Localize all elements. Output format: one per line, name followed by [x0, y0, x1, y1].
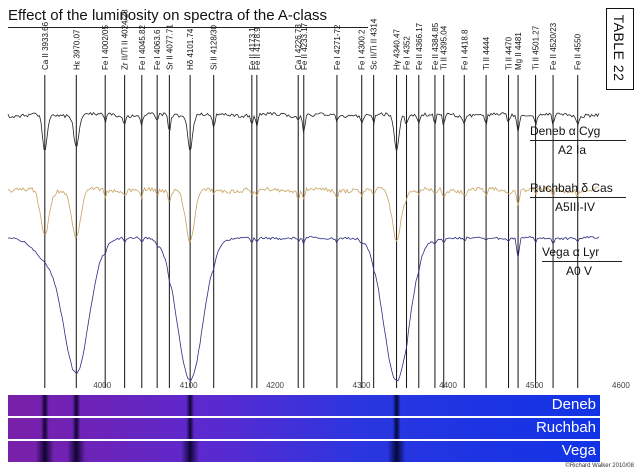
line-label: Ti II 4444 [482, 36, 491, 70]
line-label: Ti II 4501.27 [532, 25, 541, 70]
credit-text: ©Richard Walker 2010/08 [565, 463, 634, 469]
line-label: Ca II 3933.66 [41, 21, 50, 70]
line-label: Hε 3970.07 [72, 29, 81, 70]
series-line [7, 235, 600, 382]
x-tick-label: 4600 [612, 381, 630, 390]
star-class-ruchbah: A5III-IV [555, 200, 596, 214]
band-label-vega: Vega [561, 442, 596, 459]
line-label: Ti II 4395.04 [440, 25, 449, 70]
line-label: Hγ 4340.47 [393, 29, 402, 70]
line-label: Fe II 4520/23 [549, 22, 558, 70]
line-label: Fe II 4550 [574, 33, 583, 70]
line-label: Fe II 4173.1 [248, 27, 257, 70]
line-label: Fe I 4352 [403, 36, 412, 70]
line-label: Fe I 4002/05 [101, 25, 110, 70]
series-line [7, 111, 600, 152]
page-title: Effect of the luminosity on spectra of t… [8, 7, 328, 24]
line-label: Fe II 4384.85 [431, 22, 440, 70]
x-tick-label: 4500 [526, 381, 544, 390]
star-class-deneb: A2 Ia [558, 143, 587, 157]
table-label-box [606, 8, 634, 90]
x-tick-label: 4100 [180, 381, 198, 390]
line-label: Zr II/Ti II 4024/28 [121, 9, 130, 70]
line-label: Fe II 4233.17 [300, 22, 309, 70]
band-label-ruchbah: Ruchbah [535, 419, 596, 436]
x-tick-label: 4200 [266, 381, 284, 390]
line-label: Fe I 4045.82 [138, 25, 147, 70]
title-underline [8, 27, 368, 28]
spectrum-band-vega [8, 441, 600, 462]
line-label: Ca I 4226.73 [294, 24, 303, 70]
line-label: Ti II 4470 [505, 36, 514, 70]
line-label: Fe II 4178.9 [253, 27, 262, 70]
line-label: Fe I 4063.6 [153, 29, 162, 70]
star-label-ruchbah: Ruchbah δ Cas [530, 181, 613, 195]
spectrum-band-deneb [8, 395, 600, 416]
line-label: Fe I 4271-72 [333, 24, 342, 70]
line-label: Fe I 4418.8 [460, 29, 469, 70]
line-label: Mg II 4481 [514, 32, 523, 70]
x-tick-label: 4000 [93, 381, 111, 390]
star-label-vega: Vega α Lyr [542, 245, 600, 259]
line-label: Si II 4128/30 [210, 25, 219, 70]
spectrum-band-ruchbah [8, 418, 600, 439]
star-class-vega: A0 V [566, 264, 593, 278]
star-rule-deneb [530, 140, 626, 141]
series-line [7, 185, 600, 244]
band-label-deneb: Deneb [551, 396, 596, 413]
line-label: Fe II 4366.17 [415, 22, 424, 70]
star-rule-ruchbah [530, 197, 626, 198]
star-label-deneb: Deneb α Cyg [530, 124, 601, 138]
line-label: Sc II/Ti II 4314 [370, 18, 379, 70]
x-tick-label: 4300 [353, 381, 371, 390]
line-label: Sr II 4077.71 [165, 24, 174, 70]
line-label: Fe I 4300.2 [358, 29, 367, 70]
x-tick-label: 4400 [439, 381, 457, 390]
star-rule-vega [542, 261, 622, 262]
line-label: Hδ 4101.74 [186, 28, 195, 70]
